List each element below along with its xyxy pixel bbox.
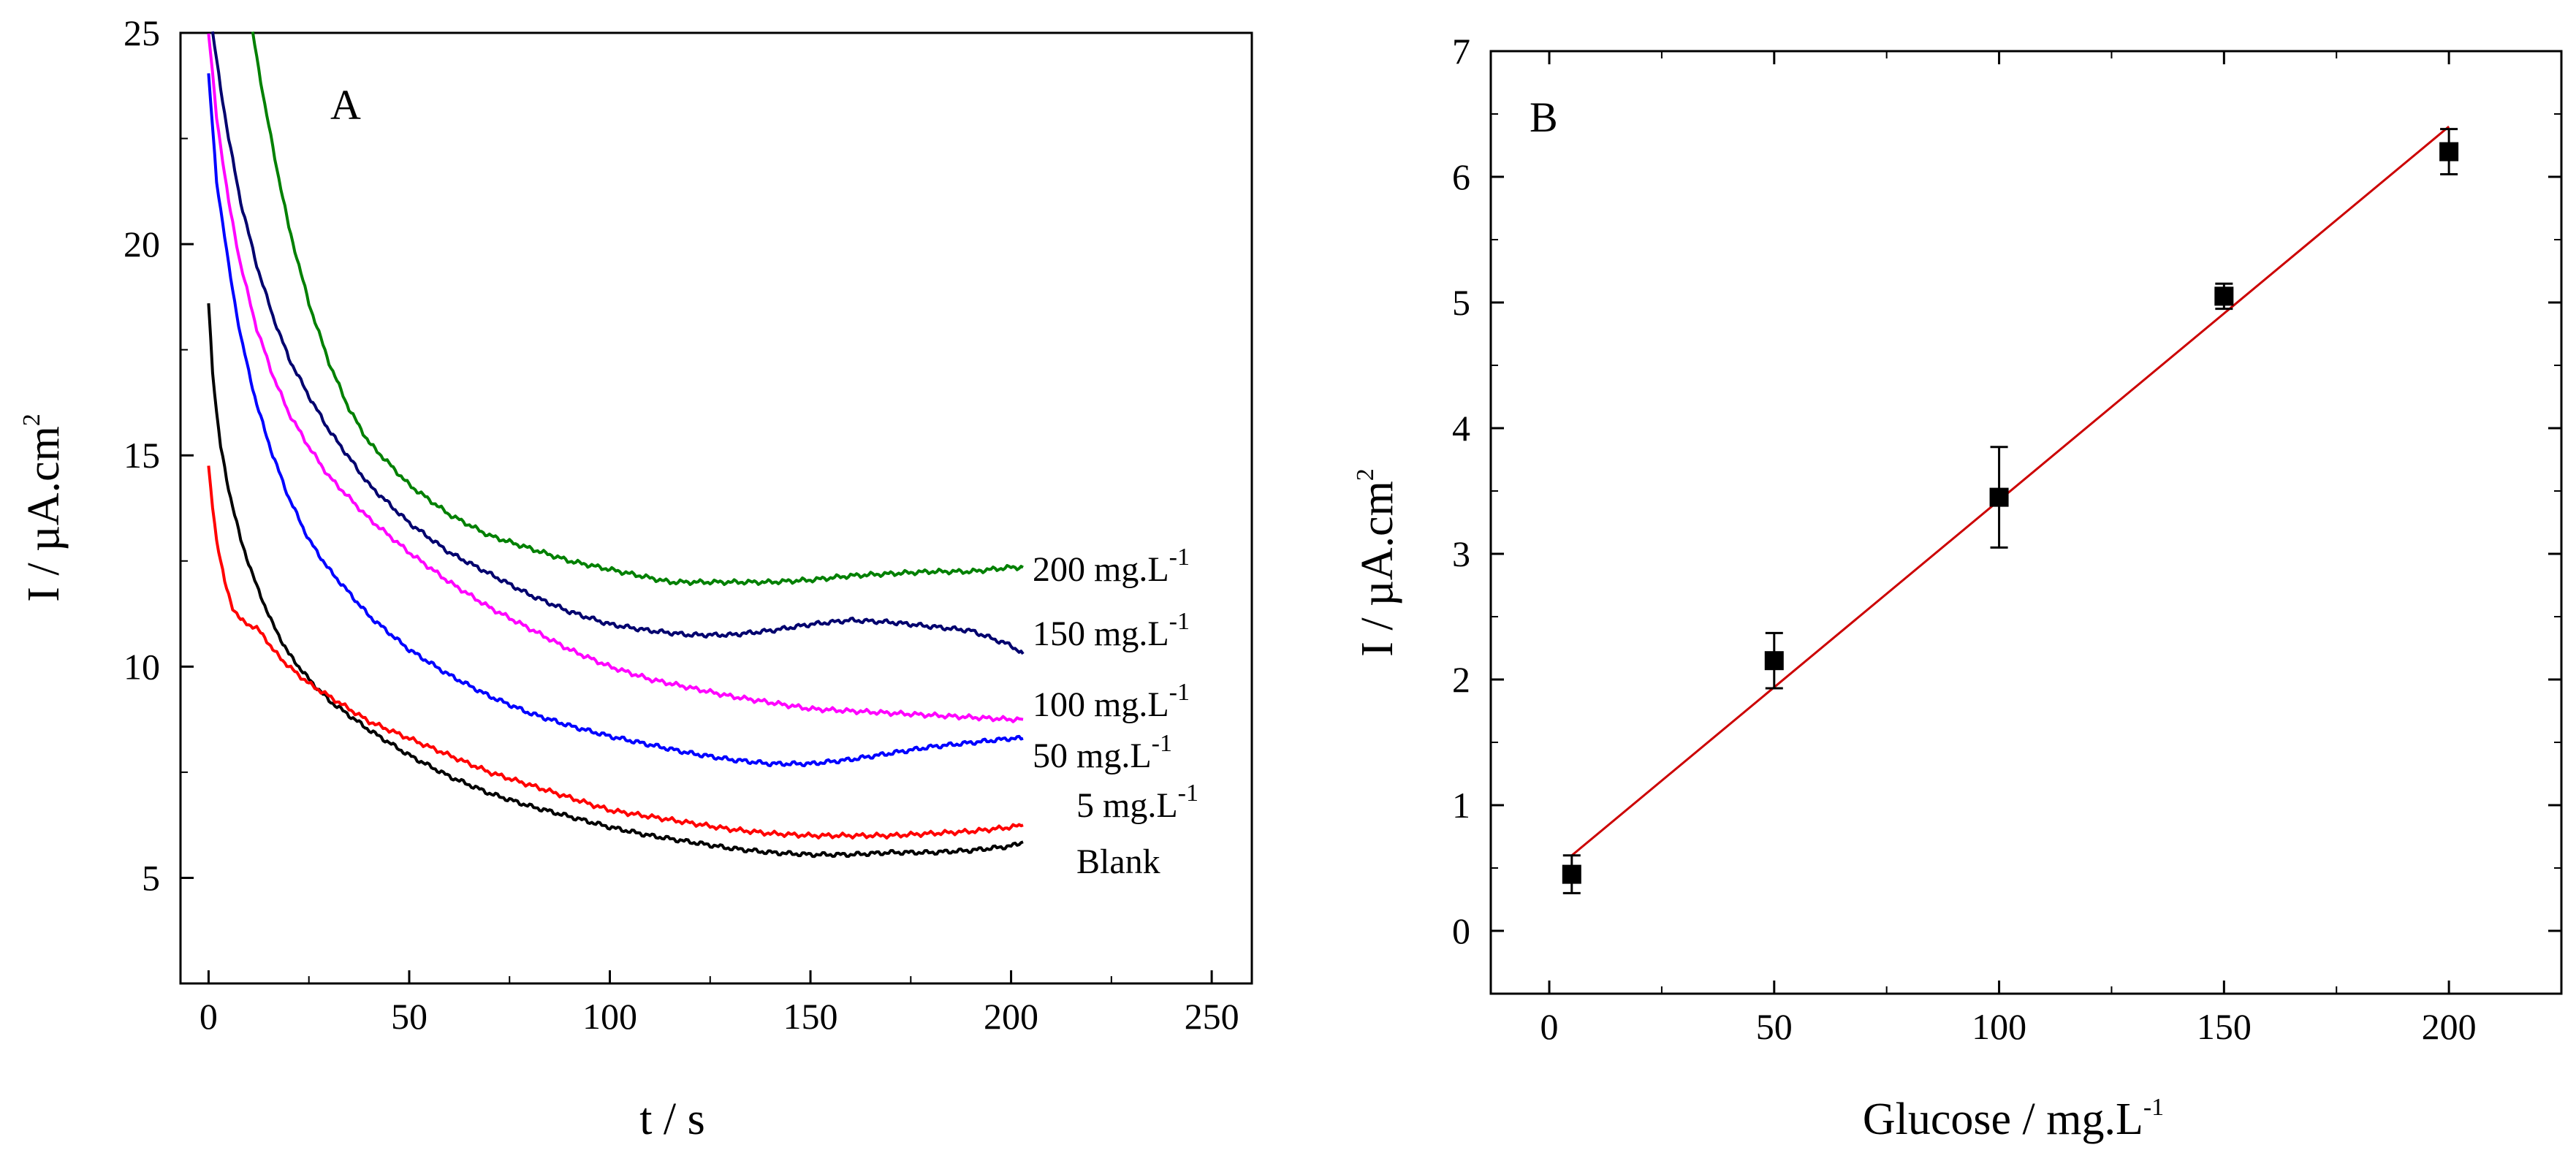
panel-a-xtick-label: 250 [1185, 996, 1239, 1037]
panel-b-xtick-label: 0 [1540, 1006, 1559, 1047]
panel-a-curve-100-mg-l-1 [207, 33, 1024, 723]
panel-b-ytick-label: 3 [1452, 533, 1470, 574]
panel-b-frame [1489, 50, 2563, 995]
panel-b-ylabel-text: I / µA.cm [1353, 481, 1402, 657]
panel-b-data-point [1764, 631, 1784, 690]
panel-a-xtick-label: 150 [783, 996, 838, 1037]
panel-b-xlabel-sup: -1 [2143, 1094, 2164, 1121]
panel-b-fit-line [1570, 126, 2450, 856]
panel-b-marker [1562, 864, 1581, 884]
panel-a-curve-5-mg-l-1 [207, 465, 1024, 840]
panel-b-ylabel: I / µA.cm2 [1352, 468, 1402, 657]
panel-b-xtick-label: 100 [1972, 1006, 2026, 1047]
panel-b-letter: B [1530, 94, 1558, 141]
panel-a-ytick-label: 20 [124, 224, 160, 264]
panel-a-xtick-label: 50 [391, 996, 428, 1037]
panel-a-xlabel: t / s [639, 1095, 705, 1144]
panel-b-ytick-label: 0 [1452, 910, 1470, 951]
panel-b-marker [1764, 651, 1784, 671]
panel-b-xlabel: Glucose / mg.L-1 [1863, 1094, 2164, 1144]
panel-b-marker [2214, 286, 2234, 306]
panel-a-curve-200-mg-l-1 [251, 31, 1024, 586]
panel-a-curve-blank [207, 302, 1024, 859]
panel-b-ytick-label: 5 [1452, 282, 1470, 323]
panel-a-ylabel: I / µA.cm2 [18, 414, 69, 602]
panel-b-xtick-label: 200 [2422, 1006, 2477, 1047]
panel-a-curve-label: 50 mg.L-1 [1033, 730, 1172, 775]
panel-a-ticks: 0 50 100 150 200 250 5 10 15 20 25 [124, 12, 1239, 1037]
panel-b-ytick-label: 6 [1452, 156, 1470, 197]
panel-a-curve-label: 200 mg.L-1 [1033, 544, 1190, 589]
panel-b-points [1562, 128, 2459, 894]
panel-a-ytick-label: 15 [124, 435, 160, 476]
panel-b-data-point [2214, 282, 2234, 311]
panel-b-xtick-label: 150 [2197, 1006, 2252, 1047]
panel-a-curve-label: 5 mg.L-1 [1076, 780, 1198, 825]
panel-a-curve-label: 100 mg.L-1 [1033, 679, 1190, 724]
panel-b-xlabel-text: Glucose / mg.L [1863, 1095, 2143, 1144]
panel-b-data-point [1562, 854, 1581, 894]
panel-a-xtick-label: 100 [582, 996, 637, 1037]
panel-a-frame [179, 31, 1253, 985]
panel-a-curve-label: 150 mg.L-1 [1033, 608, 1190, 653]
panel-b-data-point [1989, 446, 2009, 549]
panel-a-curve-label: Blank [1076, 842, 1160, 881]
panel-b-ytick-label: 4 [1452, 408, 1470, 449]
panel-a-ytick-label: 5 [142, 857, 160, 898]
panel-b-data-point [2439, 128, 2459, 176]
panel-b-ytick-label: 7 [1452, 31, 1470, 72]
panel-b-ylabel-sup: 2 [1352, 468, 1379, 481]
panel-a-ylabel-sup: 2 [18, 414, 45, 426]
panel-a-ytick-label: 10 [124, 646, 160, 687]
panel-a-xtick-label: 200 [984, 996, 1038, 1037]
panel-a-letter: A [330, 81, 361, 129]
panel-a-curve-150-mg-l-1 [210, 31, 1025, 655]
panel-b-xtick-label: 50 [1756, 1006, 1793, 1047]
panel-b-marker [2439, 142, 2459, 161]
panel-a-ytick-label: 25 [124, 12, 160, 53]
panel-b-ytick-label: 1 [1452, 785, 1470, 826]
panel-a-curve-labels: Blank 5 mg.L-1 50 mg.L-1 100 mg.L-1 150 mg.L… [1033, 544, 1198, 881]
panel-a-xtick-label: 0 [200, 996, 218, 1037]
panel-a-curve-50-mg-l-1 [207, 73, 1024, 768]
panel-b-marker [1989, 487, 2009, 507]
panel-a-curves [207, 31, 1025, 859]
panel-b-ytick-label: 2 [1452, 659, 1470, 700]
panel-a-chart: 0 50 100 150 200 250 5 10 15 20 25 Blank 5 mg.L-1 50… [18, 12, 1253, 1144]
panel-b-fit [1570, 126, 2450, 856]
panel-b-ticks: 0 50 100 150 200 0 1 2 3 4 5 6 7 [1452, 31, 2561, 1047]
panel-a-ylabel-text: I / µA.cm [19, 426, 69, 602]
